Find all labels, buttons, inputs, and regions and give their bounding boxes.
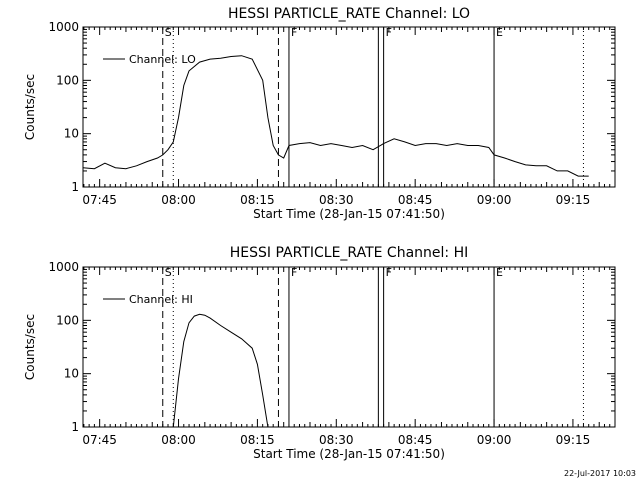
event-marker-label: F — [386, 266, 392, 279]
x-axis-label: Start Time (28-Jan-15 07:41:50) — [253, 207, 445, 221]
y-tick-label: 1000 — [48, 20, 79, 34]
x-tick-label: 08:30 — [319, 433, 354, 447]
plot-frame — [82, 266, 616, 428]
event-marker-label: F — [291, 266, 297, 279]
x-axis-label: Start Time (28-Jan-15 07:41:50) — [253, 447, 445, 461]
x-tick-label: 07:45 — [82, 193, 117, 207]
x-tick-label: 09:15 — [556, 433, 591, 447]
y-tick-label: 10 — [64, 127, 79, 141]
event-marker-label: E — [496, 26, 503, 39]
x-tick-label: 07:45 — [82, 433, 117, 447]
panel-hi: HESSI PARTICLE_RATE Channel: HI 1 10 100 100… — [23, 245, 616, 461]
event-marker-label: S — [165, 26, 172, 39]
panel-lo: HESSI PARTICLE_RATE Channel: LO 1 10 100 100… — [23, 6, 616, 221]
x-tick-label: 08:00 — [161, 433, 196, 447]
x-tick-label: 08:00 — [161, 193, 196, 207]
y-tick-label: 100 — [56, 73, 79, 87]
x-tick-label: 09:00 — [477, 193, 512, 207]
y-tick-label: 1 — [71, 180, 79, 194]
series-line — [172, 313, 269, 427]
event-marker-label: E — [496, 266, 503, 279]
y-tick-label: 1 — [71, 420, 79, 434]
x-tick-label: 08:45 — [398, 193, 433, 207]
y-tick-label: 10 — [64, 367, 79, 381]
x-tick-label: 08:15 — [240, 193, 275, 207]
x-tick-label: 09:15 — [556, 193, 591, 207]
chart-title: HESSI PARTICLE_RATE Channel: HI — [230, 245, 468, 261]
y-axis-label: Counts/sec — [23, 74, 37, 140]
series-line — [83, 55, 589, 177]
y-axis-label: Counts/sec — [23, 314, 37, 380]
y-tick-label: 1000 — [48, 260, 79, 274]
x-tick-label: 09:00 — [477, 433, 512, 447]
y-tick-label: 100 — [56, 313, 79, 327]
x-tick-label: 08:45 — [398, 433, 433, 447]
event-marker-label: F — [291, 26, 297, 39]
legend-label: Channel: LO — [129, 53, 196, 66]
event-marker-label: S — [165, 266, 172, 279]
x-tick-label: 08:15 — [240, 433, 275, 447]
chart-title: HESSI PARTICLE_RATE Channel: LO — [228, 6, 470, 22]
event-marker-label: F — [386, 26, 392, 39]
x-tick-label: 08:30 — [319, 193, 354, 207]
legend-label: Channel: HI — [129, 293, 193, 306]
plot-frame — [82, 26, 616, 188]
timestamp: 22-Jul-2017 10:03 — [563, 469, 636, 478]
